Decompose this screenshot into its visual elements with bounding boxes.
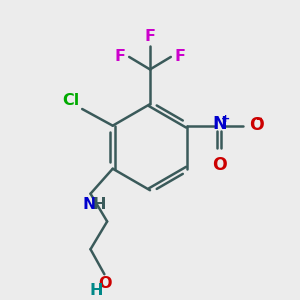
Text: -: -	[256, 110, 262, 128]
Text: N: N	[212, 115, 226, 133]
Text: Cl: Cl	[63, 93, 80, 108]
Text: F: F	[115, 50, 126, 64]
Text: O: O	[212, 156, 226, 174]
Text: H: H	[89, 283, 103, 298]
Text: O: O	[250, 116, 264, 134]
Text: +: +	[221, 114, 230, 124]
Text: N: N	[82, 197, 96, 212]
Text: O: O	[98, 277, 112, 292]
Text: F: F	[174, 50, 185, 64]
Text: H: H	[92, 197, 106, 212]
Text: F: F	[145, 28, 155, 44]
